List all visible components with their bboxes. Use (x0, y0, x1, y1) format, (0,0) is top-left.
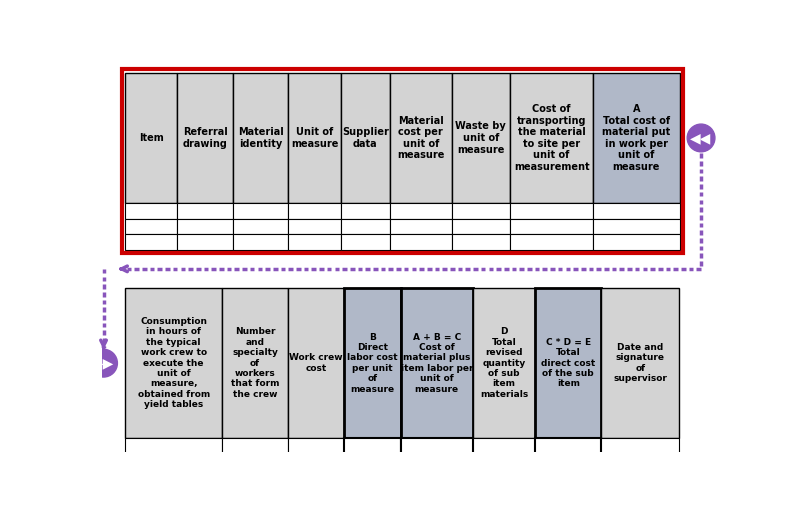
Text: Cost of
transporting
the material
to site per
unit of
measurement: Cost of transporting the material to sit… (514, 104, 590, 172)
Bar (288, 438, 344, 454)
Bar (451, 234, 510, 249)
Bar (451, 73, 510, 203)
Text: A + B = C
Cost of
material plus
item labor per
unit of
measure: A + B = C Cost of material plus item lab… (401, 333, 473, 394)
Bar (390, 219, 451, 234)
Bar (341, 234, 390, 249)
Bar (401, 438, 473, 454)
Bar (341, 203, 390, 219)
Bar (344, 438, 401, 454)
Bar (390, 203, 451, 219)
Bar (401, 288, 473, 438)
Text: Date and
signature
of
supervisor: Date and signature of supervisor (614, 343, 667, 383)
Text: Referral
drawing: Referral drawing (182, 127, 228, 149)
Bar (535, 454, 601, 469)
Bar (341, 219, 390, 234)
Text: ▶▶: ▶▶ (93, 356, 114, 370)
Bar (473, 288, 535, 438)
Bar (288, 469, 344, 485)
Bar (288, 288, 344, 438)
Bar (288, 219, 341, 234)
Text: D
Total
revised
quantity
of sub
item
materials: D Total revised quantity of sub item mat… (480, 328, 528, 399)
Text: Item: Item (139, 133, 164, 143)
Bar (178, 203, 233, 219)
Bar (125, 454, 222, 469)
Bar (510, 73, 594, 203)
Text: ◀◀: ◀◀ (690, 131, 712, 145)
Text: Material
cost per
unit of
measure: Material cost per unit of measure (397, 115, 445, 161)
Bar (473, 438, 535, 454)
Circle shape (687, 124, 715, 152)
Bar (178, 73, 233, 203)
Bar (510, 234, 594, 249)
Bar (401, 454, 473, 469)
Bar (233, 203, 288, 219)
Bar (122, 70, 682, 252)
Bar (594, 219, 679, 234)
Bar (125, 438, 222, 454)
Bar (125, 219, 178, 234)
Bar (390, 234, 451, 249)
Text: Work crew
cost: Work crew cost (290, 354, 343, 373)
Bar (233, 219, 288, 234)
Bar (510, 203, 594, 219)
Bar (594, 234, 679, 249)
Text: Consumption
in hours of
the typical
work crew to
execute the
unit of
measure,
ob: Consumption in hours of the typical work… (138, 317, 210, 409)
Bar (473, 454, 535, 469)
Bar (125, 73, 178, 203)
Bar (288, 73, 341, 203)
Bar (401, 469, 473, 485)
Bar (178, 219, 233, 234)
Text: Unit of
measure: Unit of measure (291, 127, 338, 149)
Bar (535, 469, 601, 485)
Bar (601, 454, 679, 469)
Bar (222, 288, 288, 438)
Text: A
Total cost of
material put
in work per
unit of
measure: A Total cost of material put in work per… (602, 104, 670, 172)
Bar (125, 469, 222, 485)
Text: Waste by
unit of
measure: Waste by unit of measure (455, 121, 506, 154)
Bar (601, 469, 679, 485)
Text: Number
and
specialty
of
workers
that form
the crew: Number and specialty of workers that for… (231, 328, 279, 399)
Bar (288, 234, 341, 249)
Bar (233, 234, 288, 249)
Bar (341, 73, 390, 203)
Text: Supplier
data: Supplier data (342, 127, 389, 149)
Text: C * D = E
Total
direct cost
of the sub
item: C * D = E Total direct cost of the sub i… (541, 338, 595, 389)
Bar (601, 438, 679, 454)
Circle shape (90, 350, 118, 377)
Bar (344, 454, 401, 469)
Bar (222, 438, 288, 454)
Bar (344, 288, 401, 438)
Text: Material
identity: Material identity (238, 127, 283, 149)
Bar (288, 454, 344, 469)
Bar (535, 288, 601, 438)
Bar (594, 203, 679, 219)
Bar (222, 469, 288, 485)
Bar (233, 73, 288, 203)
Bar (222, 454, 288, 469)
Bar (601, 288, 679, 438)
Bar (125, 203, 178, 219)
Bar (473, 469, 535, 485)
Bar (594, 73, 679, 203)
Bar (288, 203, 341, 219)
Bar (344, 469, 401, 485)
Bar (178, 234, 233, 249)
Bar (451, 203, 510, 219)
Bar (125, 288, 222, 438)
Bar (451, 219, 510, 234)
Text: B
Direct
labor cost
per unit
of
measure: B Direct labor cost per unit of measure (347, 333, 398, 394)
Bar (510, 219, 594, 234)
Bar (390, 73, 451, 203)
Bar (535, 438, 601, 454)
Bar (125, 234, 178, 249)
